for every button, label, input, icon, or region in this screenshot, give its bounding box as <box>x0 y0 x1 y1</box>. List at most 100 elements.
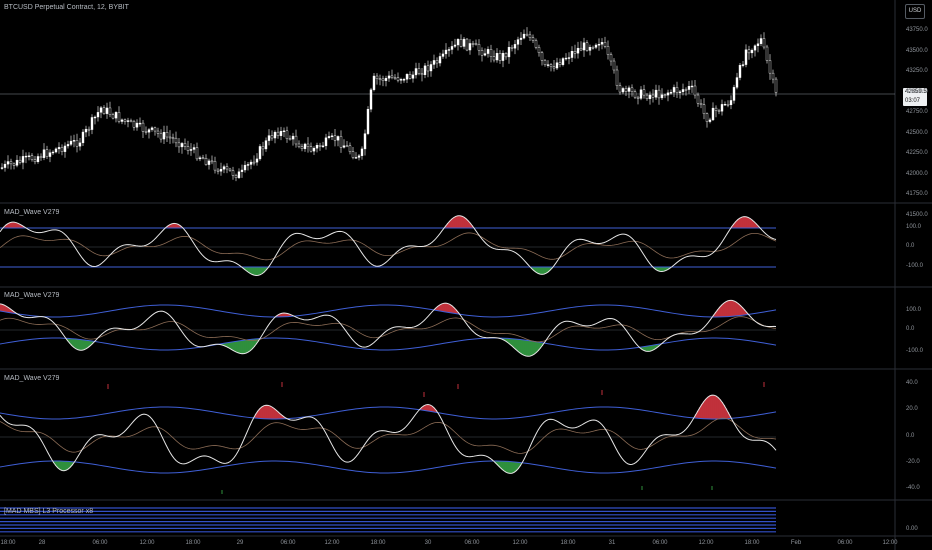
panel-4-axis-label: 0.00 <box>906 526 918 532</box>
price-candle <box>666 92 670 96</box>
price-candle <box>717 110 721 112</box>
price-candle <box>711 107 715 121</box>
price-candle <box>390 75 394 78</box>
price-candle <box>228 168 232 171</box>
price-candle <box>339 136 343 148</box>
price-candle <box>102 107 106 114</box>
last-price-tag: 42859.5 03:07 <box>903 88 927 106</box>
price-candle <box>156 130 160 134</box>
price-candle <box>519 37 523 40</box>
price-candle <box>375 75 379 79</box>
price-candle <box>87 128 91 131</box>
price-candle <box>54 148 58 153</box>
price-candle <box>528 34 532 38</box>
price-candle <box>192 147 196 150</box>
price-candle <box>591 47 595 49</box>
price-candle <box>96 112 100 118</box>
price-candle <box>93 116 97 119</box>
price-candle <box>579 47 583 51</box>
price-candle <box>726 103 730 106</box>
price-candle <box>141 122 145 132</box>
time-axis-label: 06:00 <box>837 540 853 546</box>
price-candle <box>27 155 31 157</box>
price-candle <box>249 161 253 165</box>
price-candle <box>252 161 256 164</box>
price-candle <box>57 147 61 150</box>
price-candle <box>84 128 88 133</box>
price-candle <box>690 85 694 88</box>
price-candle <box>237 171 241 178</box>
price-axis-label: 42000.0 <box>906 170 928 177</box>
price-candle <box>246 164 250 166</box>
price-candle <box>489 49 493 57</box>
price-candle <box>195 147 199 160</box>
price-candle <box>300 146 304 149</box>
price-candle <box>63 145 67 152</box>
price-candle <box>129 120 133 122</box>
price-candle <box>720 104 724 112</box>
price-axis-label: 42750.0 <box>906 109 928 115</box>
price-candle <box>738 65 742 78</box>
currency-button[interactable]: USD <box>905 4 925 19</box>
price-candle <box>672 87 676 93</box>
price-candle <box>753 45 757 51</box>
price-candle <box>708 119 712 122</box>
price-candle <box>459 39 463 47</box>
price-candle <box>492 56 496 61</box>
price-candle <box>486 49 490 54</box>
time-axis-label: 06:00 <box>464 540 480 546</box>
price-candle <box>51 151 55 154</box>
price-candle <box>288 138 292 140</box>
price-candle <box>495 53 499 61</box>
price-candle <box>114 112 118 119</box>
price-candle <box>219 168 223 172</box>
price-candle <box>318 145 322 147</box>
time-axis-label: 12:00 <box>882 540 898 546</box>
price-candle <box>384 78 388 81</box>
price-candle <box>12 163 16 166</box>
price-candle <box>132 121 136 128</box>
price-candle <box>204 158 208 165</box>
price-candle <box>609 54 613 62</box>
price-candle <box>621 88 625 93</box>
panel-2-lower-band <box>0 337 777 351</box>
price-candle <box>138 122 142 125</box>
price-candle <box>231 170 235 176</box>
time-axis-label: 12:00 <box>698 540 714 546</box>
price-candle <box>447 49 451 51</box>
price-candle <box>147 129 151 133</box>
chart-title: BTCUSD Perpetual Contract, 12, BYBIT <box>4 4 129 11</box>
panel-3-lower-band <box>0 460 777 474</box>
price-candle <box>570 51 574 58</box>
time-axis-label: 06:00 <box>280 540 296 546</box>
price-candle <box>501 53 505 61</box>
last-price-value: 42859.5 <box>905 89 927 95</box>
price-candle <box>474 43 478 45</box>
price-candle <box>162 132 166 140</box>
price-candle <box>594 44 598 48</box>
price-candle <box>222 166 226 170</box>
panel-3-axis-label: 0.0 <box>906 433 915 439</box>
price-axis-label: 42250.0 <box>906 150 928 156</box>
price-candle <box>576 47 580 54</box>
price-candle <box>21 156 25 163</box>
price-candle <box>453 44 457 47</box>
price-axis-label: 42500.0 <box>906 129 928 136</box>
panel-2-axis-label: 0.0 <box>906 326 915 332</box>
price-candle <box>510 46 514 49</box>
price-candle <box>48 152 52 157</box>
price-candle <box>669 91 673 94</box>
price-candle <box>681 89 685 93</box>
price-candle <box>435 60 439 64</box>
price-candle <box>525 33 529 36</box>
price-candle <box>117 112 121 122</box>
price-candle <box>126 120 130 122</box>
price-candle <box>306 143 310 147</box>
price-candle <box>279 131 283 136</box>
price-candle <box>267 135 271 141</box>
price-candle <box>189 149 193 151</box>
price-candle <box>588 47 592 51</box>
panel-3-axis-label: 20.0 <box>906 406 918 412</box>
price-candle <box>144 131 148 133</box>
